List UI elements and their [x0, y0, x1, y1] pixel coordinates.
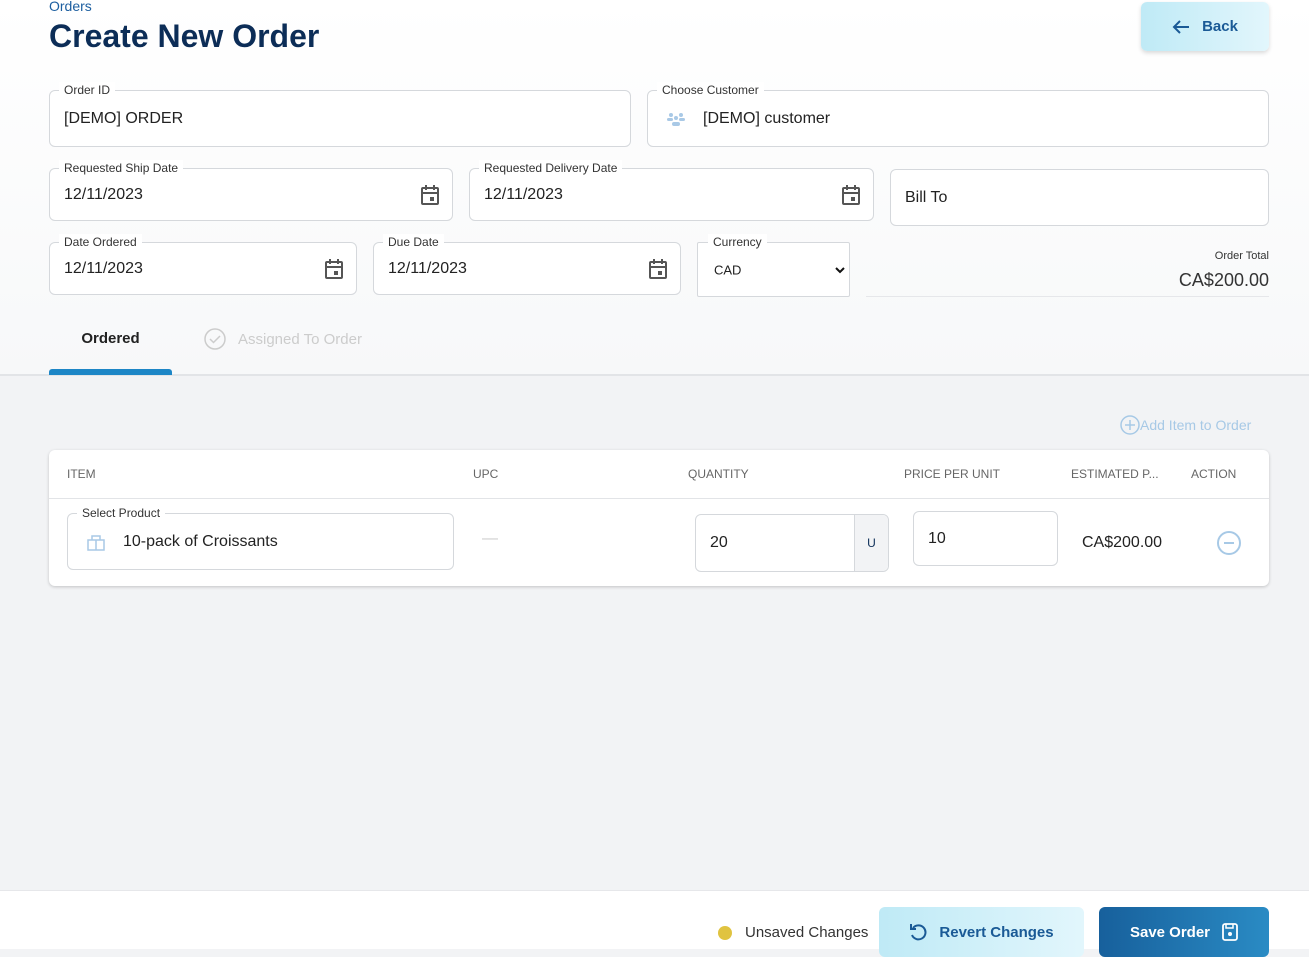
- chevron-down-icon: [835, 267, 845, 274]
- delivery-date-field[interactable]: Requested Delivery Date 12/11/2023: [469, 160, 874, 221]
- currency-select[interactable]: Currency CAD: [697, 234, 850, 297]
- header-estimated-price: ESTIMATED P...: [1071, 467, 1159, 481]
- quantity-input[interactable]: 20 U: [695, 514, 889, 572]
- unsaved-status: Unsaved Changes: [718, 924, 868, 941]
- bill-to-field[interactable]: Bill To: [890, 169, 1269, 226]
- unit-addon: U: [854, 515, 888, 571]
- date-ordered-field[interactable]: Date Ordered 12/11/2023: [49, 234, 357, 295]
- calendar-icon[interactable]: [841, 184, 861, 206]
- ship-date-label: Requested Ship Date: [59, 160, 184, 176]
- status-label: Unsaved Changes: [745, 924, 869, 941]
- tab-ordered[interactable]: Ordered: [81, 330, 140, 347]
- quantity-value: 20: [710, 534, 728, 551]
- order-total: Order Total CA$200.00: [866, 250, 1269, 297]
- bill-to-placeholder: Bill To: [905, 188, 948, 206]
- header-price-per-unit: PRICE PER UNIT: [904, 467, 1001, 481]
- status-dot-icon: [718, 925, 732, 940]
- tab-assigned-to-order[interactable]: Assigned To Order: [204, 328, 362, 350]
- plus-circle-icon: [1120, 415, 1140, 435]
- upc-value: —: [482, 530, 498, 547]
- calendar-icon[interactable]: [648, 258, 668, 280]
- page-title: Create New Order: [49, 18, 320, 54]
- currency-value: CAD: [714, 262, 742, 277]
- remove-circle-icon[interactable]: [1216, 530, 1242, 556]
- tab-assigned-label: Assigned To Order: [238, 330, 362, 348]
- save-order-button[interactable]: Save Order: [1099, 907, 1269, 957]
- order-id-label: Order ID: [59, 82, 116, 98]
- order-id-field[interactable]: Order ID [DEMO] ORDER: [49, 82, 631, 147]
- order-total-label: Order Total: [1214, 250, 1269, 262]
- due-date-value: 12/11/2023: [388, 259, 467, 277]
- back-button[interactable]: Back: [1141, 2, 1269, 51]
- due-date-field[interactable]: Due Date 12/11/2023: [373, 234, 681, 295]
- delivery-date-value: 12/11/2023: [484, 185, 563, 203]
- product-value: 10-pack of Croissants: [123, 532, 278, 550]
- ship-date-value: 12/11/2023: [64, 185, 143, 203]
- calendar-icon[interactable]: [324, 258, 344, 280]
- order-items-table: ITEM UPC QUANTITY PRICE PER UNIT ESTIMAT…: [49, 450, 1269, 586]
- header-quantity: QUANTITY: [688, 467, 749, 481]
- product-select[interactable]: Select Product 10-pack of Croissants: [67, 505, 454, 570]
- header-upc: UPC: [473, 467, 499, 481]
- breadcrumb-orders[interactable]: Orders: [49, 0, 92, 14]
- estimated-price-value: CA$200.00: [1082, 534, 1163, 551]
- arrow-left-icon: [1172, 19, 1190, 34]
- ship-date-field[interactable]: Requested Ship Date 12/11/2023: [49, 160, 453, 221]
- price-value: 10: [928, 529, 946, 547]
- revert-label: Revert Changes: [939, 923, 1054, 941]
- footer-bar: [0, 890, 1309, 949]
- price-input[interactable]: 10: [913, 511, 1058, 566]
- order-total-value: CA$200.00: [1178, 270, 1269, 290]
- check-circle-icon: [204, 328, 226, 350]
- order-id-value: [DEMO] ORDER: [64, 109, 184, 127]
- save-label: Save Order: [1129, 923, 1211, 941]
- product-label: Select Product: [77, 505, 166, 521]
- package-icon: [87, 535, 105, 551]
- add-item-button[interactable]: Add Item to Order: [1120, 415, 1251, 435]
- revert-changes-button[interactable]: Revert Changes: [879, 907, 1084, 957]
- customer-value: [DEMO] customer: [703, 109, 831, 127]
- header-item: ITEM: [67, 467, 96, 481]
- add-item-label: Add Item to Order: [1140, 417, 1252, 433]
- users-icon: [667, 113, 685, 126]
- undo-icon: [910, 924, 927, 941]
- header-divider: [49, 498, 1269, 499]
- back-label: Back: [1202, 18, 1238, 35]
- delivery-date-label: Requested Delivery Date: [479, 160, 623, 176]
- header-action: ACTION: [1191, 467, 1237, 481]
- currency-label: Currency: [708, 234, 767, 250]
- due-date-label: Due Date: [383, 234, 444, 250]
- save-icon: [1222, 923, 1238, 941]
- date-ordered-label: Date Ordered: [59, 234, 142, 250]
- calendar-icon[interactable]: [420, 184, 440, 206]
- customer-label: Choose Customer: [657, 82, 764, 98]
- active-tab-indicator: [49, 369, 172, 375]
- customer-field[interactable]: Choose Customer [DEMO] customer: [647, 82, 1269, 147]
- date-ordered-value: 12/11/2023: [64, 259, 143, 277]
